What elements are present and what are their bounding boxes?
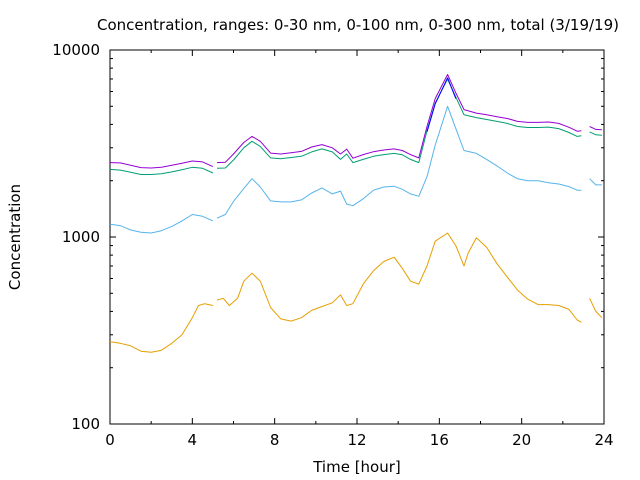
series-segment [589, 126, 602, 131]
plot-frame [109, 49, 605, 425]
series-segment [216, 105, 582, 219]
y-tick-label: 100 [71, 415, 100, 433]
series-segment [109, 214, 214, 234]
series-line [109, 74, 602, 169]
series-segment [216, 74, 582, 164]
series-segment [589, 131, 602, 136]
x-axis-label: Time [hour] [312, 458, 401, 476]
x-tick-label: 24 [594, 431, 613, 449]
y-axis-label: Concentration [6, 184, 24, 290]
axis-ticks: 0 4 8 12 16 20 24 100 1000 10000 [52, 41, 613, 449]
series-line [109, 78, 602, 175]
y-tick-label: 10000 [52, 41, 100, 59]
x-tick-label: 8 [270, 431, 280, 449]
series-segment [589, 298, 603, 319]
series-segment [109, 160, 214, 169]
series-line [109, 232, 603, 353]
y-tick-label: 1000 [62, 228, 100, 246]
x-tick-label: 12 [347, 431, 366, 449]
series-segment [109, 166, 214, 175]
x-tick-label: 16 [430, 431, 449, 449]
series-line [109, 105, 602, 234]
chart-title: Concentration, ranges: 0-30 nm, 0-100 nm… [97, 16, 619, 34]
series-segment [216, 232, 582, 323]
series-line [426, 77, 457, 133]
series-layer [109, 74, 603, 353]
series-segment [216, 78, 582, 169]
series-segment [589, 178, 602, 186]
x-tick-label: 20 [512, 431, 531, 449]
x-tick-label: 0 [105, 431, 115, 449]
series-segment [109, 303, 214, 353]
series-segment [426, 77, 457, 133]
x-tick-label: 4 [188, 431, 198, 449]
